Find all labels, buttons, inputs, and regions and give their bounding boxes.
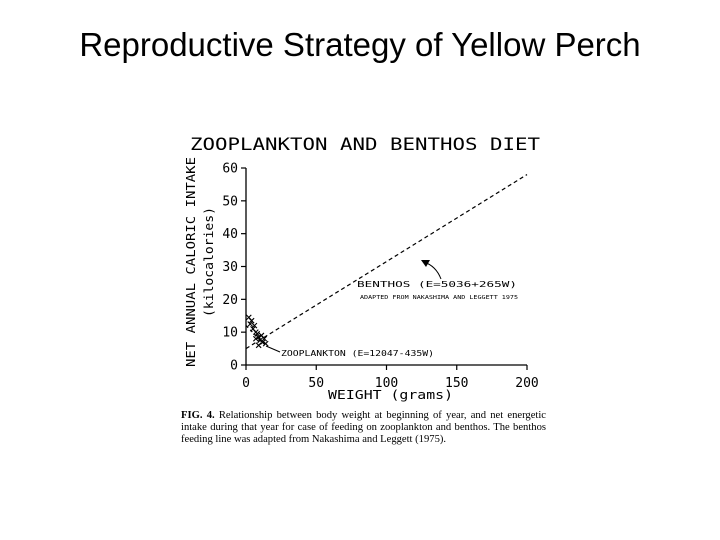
y-tick-label: 30 — [222, 260, 238, 275]
y-tick-label: 0 — [230, 359, 238, 374]
data-point — [261, 335, 268, 342]
data-point — [248, 317, 255, 324]
x-tick-label: 0 — [242, 376, 250, 391]
benthos-label: BENTHOS (E=5036+265W) — [357, 280, 517, 289]
data-point — [252, 335, 259, 342]
benthos-source: ADAPTED FROM NAKASHIMA AND LEGGETT 1975 — [360, 295, 518, 301]
series-line-benthos — [245, 174, 528, 350]
x-axis-label: WEIGHT (grams) — [328, 387, 453, 402]
x-ticks: 0 50 100 150 200 — [242, 365, 539, 391]
benthos-arrowhead — [421, 260, 430, 267]
y-ticks: 0 10 20 30 40 50 60 — [222, 162, 246, 374]
caption-label: FIG. 4. — [181, 410, 215, 421]
y-tick-label: 60 — [222, 162, 238, 177]
data-point — [254, 330, 261, 337]
y-axis-label-line2: (kilocalories) — [201, 207, 216, 317]
x-tick-label: 150 — [445, 376, 468, 391]
slide-title: Reproductive Strategy of Yellow Perch — [79, 26, 641, 63]
x-tick-label: 50 — [308, 376, 324, 391]
data-point — [255, 334, 262, 340]
zooplankton-pointer — [265, 345, 281, 353]
data-point — [262, 340, 269, 347]
y-tick-label: 40 — [222, 227, 238, 242]
series-lines — [245, 174, 528, 350]
data-point — [255, 342, 262, 349]
data-point — [251, 322, 258, 329]
y-axis-label: NET ANNUAL CALORIC INTAKE (kilocalories) — [183, 157, 216, 367]
x-tick-label: 200 — [515, 376, 538, 391]
x-tick-label: 100 — [375, 376, 398, 391]
caption-text: Relationship between body weight at begi… — [181, 410, 546, 446]
y-tick-label: 20 — [222, 293, 238, 308]
y-tick-label: 10 — [222, 326, 238, 341]
data-point — [259, 339, 266, 345]
scatter-points — [245, 314, 269, 349]
zooplankton-label: ZOOPLANKTON (E=12047-435W) — [281, 349, 434, 358]
figure-caption: FIG. 4. Relationship between body weight… — [181, 410, 546, 447]
data-point — [247, 321, 254, 327]
y-axis-label-line1: NET ANNUAL CALORIC INTAKE — [183, 157, 198, 367]
data-point — [257, 337, 263, 344]
y-tick-label: 50 — [222, 194, 238, 209]
chart-title: ZOOPLANKTON AND BENTHOS DIET — [190, 135, 540, 155]
